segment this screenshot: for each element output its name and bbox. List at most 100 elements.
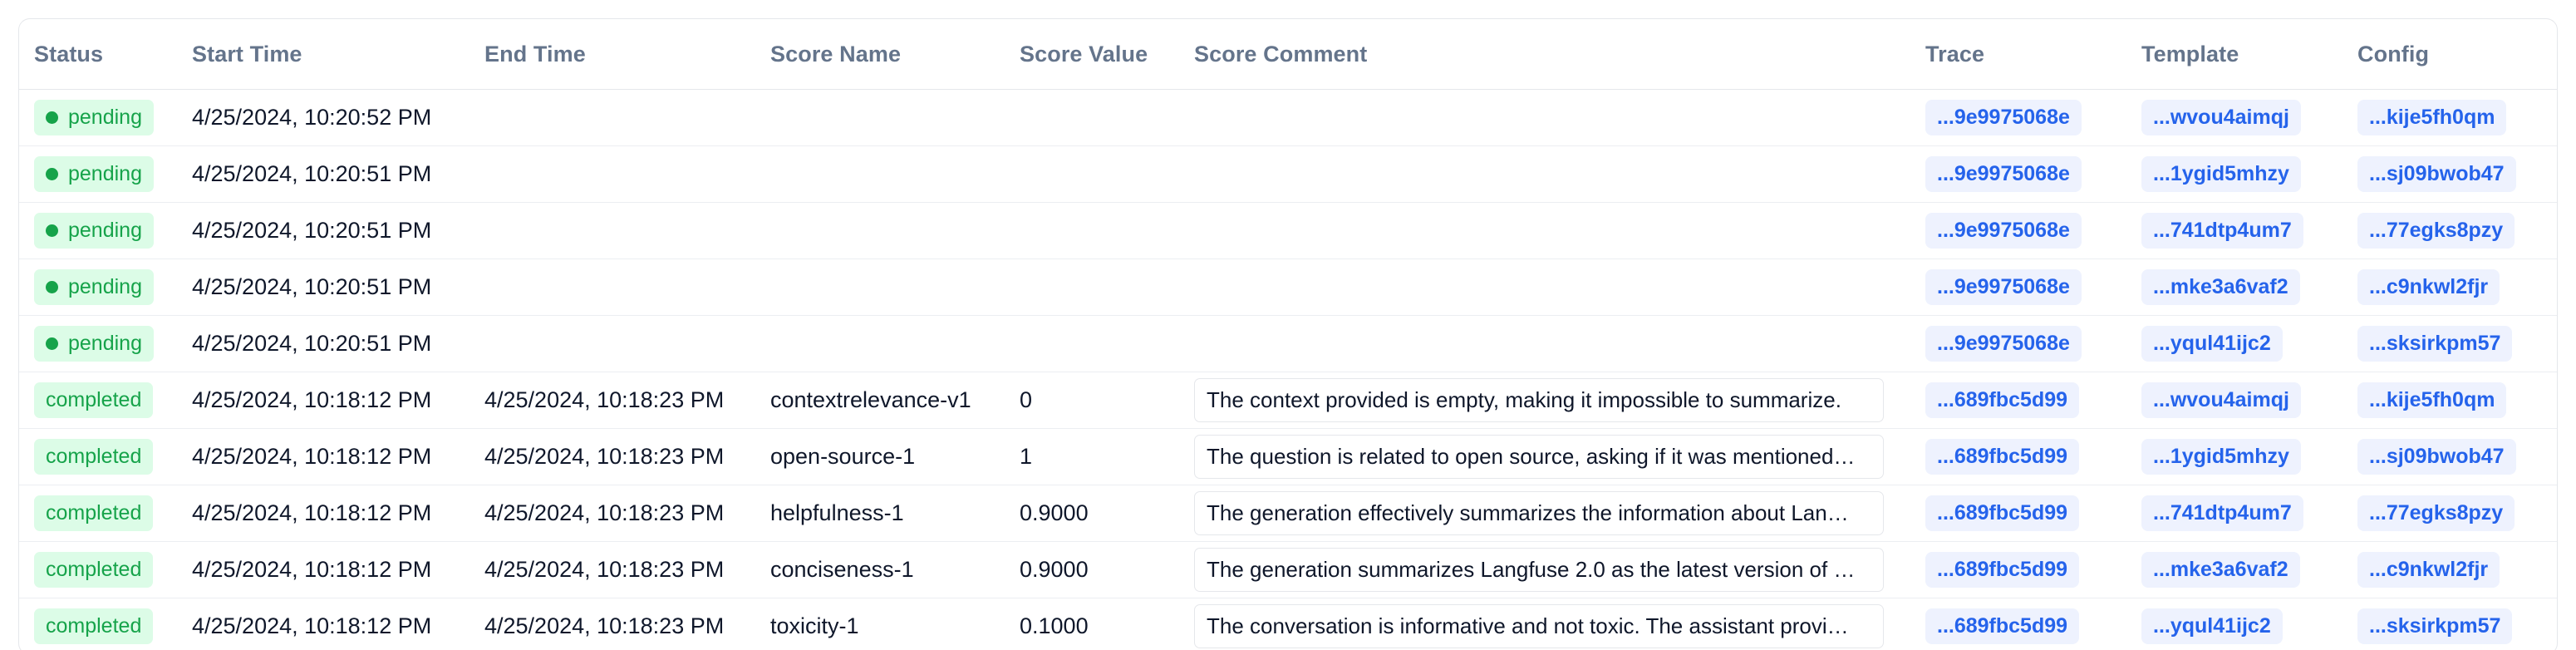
- cell-status: pending: [19, 145, 182, 203]
- cell-start-time-text: 4/25/2024, 10:20:51 PM: [192, 274, 432, 299]
- config-id-link[interactable]: ...c9nkwl2fjr: [2357, 552, 2500, 588]
- cell-config: ...sksirkpm57: [2347, 598, 2557, 650]
- trace-id-link[interactable]: ...689fbc5d99: [1925, 608, 2080, 644]
- cell-end-time: 4/25/2024, 10:18:23 PM: [474, 428, 760, 485]
- column-header-trace[interactable]: Trace: [1915, 19, 2131, 90]
- table-row[interactable]: pending 4/25/2024, 10:20:51 PM ...9e997506…: [19, 202, 2557, 259]
- trace-id-link[interactable]: ...689fbc5d99: [1925, 552, 2080, 588]
- column-header-status[interactable]: Status: [19, 19, 182, 90]
- cell-score-name-text: contextrelevance-v1: [770, 387, 971, 412]
- trace-id-link[interactable]: ...9e9975068e: [1925, 213, 2082, 249]
- table-row[interactable]: completed 4/25/2024, 10:18:12 PM 4/25/2024…: [19, 372, 2557, 429]
- score-comment-box[interactable]: The generation summarizes Langfuse 2.0 a…: [1194, 548, 1884, 592]
- column-header-score-name[interactable]: Score Name: [760, 19, 1010, 90]
- cell-template: ...1ygid5mhzy: [2131, 428, 2347, 485]
- config-id-link[interactable]: ...sksirkpm57: [2357, 608, 2513, 644]
- trace-id-link[interactable]: ...9e9975068e: [1925, 269, 2082, 305]
- column-header-config[interactable]: Config: [2347, 19, 2557, 90]
- table-row[interactable]: pending 4/25/2024, 10:20:51 PM ...9e997506…: [19, 259, 2557, 316]
- status-badge: pending: [34, 326, 154, 362]
- table-row[interactable]: pending 4/25/2024, 10:20:51 PM ...9e997506…: [19, 145, 2557, 203]
- config-id-link[interactable]: ...77egks8pzy: [2357, 213, 2515, 249]
- score-comment-box[interactable]: The generation effectively summarizes th…: [1194, 491, 1884, 535]
- status-label: pending: [68, 332, 142, 356]
- cell-template: ...741dtp4um7: [2131, 202, 2347, 259]
- trace-id-link[interactable]: ...689fbc5d99: [1925, 439, 2080, 475]
- table-row[interactable]: completed 4/25/2024, 10:18:12 PM 4/25/2024…: [19, 428, 2557, 485]
- trace-id-link[interactable]: ...9e9975068e: [1925, 100, 2082, 135]
- cell-template: ...yqul41ijc2: [2131, 315, 2347, 372]
- table-row[interactable]: completed 4/25/2024, 10:18:12 PM 4/25/2024…: [19, 598, 2557, 650]
- cell-template: ...yqul41ijc2: [2131, 598, 2347, 650]
- cell-config: ...kije5fh0qm: [2347, 372, 2557, 429]
- trace-id-link[interactable]: ...689fbc5d99: [1925, 382, 2080, 418]
- cell-score-value-text: 0.1000: [1020, 613, 1089, 638]
- cell-score-name: [760, 145, 1010, 203]
- score-comment-box[interactable]: The conversation is informative and not …: [1194, 604, 1884, 648]
- cell-score-name-text: helpfulness-1: [770, 500, 904, 525]
- column-header-start-time[interactable]: Start Time: [182, 19, 474, 90]
- cell-end-time: 4/25/2024, 10:18:23 PM: [474, 598, 760, 650]
- cell-trace: ...689fbc5d99: [1915, 372, 2131, 429]
- cell-trace: ...689fbc5d99: [1915, 598, 2131, 650]
- column-header-score-comment[interactable]: Score Comment: [1184, 19, 1915, 90]
- config-id-link[interactable]: ...sj09bwob47: [2357, 439, 2516, 475]
- cell-config: ...sj09bwob47: [2347, 145, 2557, 203]
- cell-end-time-text: 4/25/2024, 10:18:23 PM: [484, 387, 725, 412]
- cell-template: ...wvou4aimqj: [2131, 372, 2347, 429]
- cell-score-comment: The question is related to open source, …: [1184, 428, 1915, 485]
- status-badge: pending: [34, 156, 154, 192]
- cell-end-time-text: 4/25/2024, 10:18:23 PM: [484, 500, 725, 525]
- cell-score-comment: [1184, 315, 1915, 372]
- config-id-link[interactable]: ...77egks8pzy: [2357, 495, 2515, 531]
- cell-status: completed: [19, 598, 182, 650]
- cell-end-time-text: 4/25/2024, 10:18:23 PM: [484, 613, 725, 638]
- trace-id-link[interactable]: ...9e9975068e: [1925, 156, 2082, 192]
- status-dot-icon: [46, 224, 58, 237]
- cell-config: ...c9nkwl2fjr: [2347, 259, 2557, 316]
- column-header-end-time[interactable]: End Time: [474, 19, 760, 90]
- cell-score-value: [1010, 145, 1184, 203]
- template-id-link[interactable]: ...yqul41ijc2: [2141, 326, 2283, 362]
- table-row[interactable]: pending 4/25/2024, 10:20:51 PM ...9e997506…: [19, 315, 2557, 372]
- template-id-link[interactable]: ...1ygid5mhzy: [2141, 156, 2301, 192]
- scores-table: Status Start Time End Time Score Name Sc…: [19, 19, 2557, 650]
- column-header-score-value[interactable]: Score Value: [1010, 19, 1184, 90]
- template-id-link[interactable]: ...wvou4aimqj: [2141, 100, 2301, 135]
- table-row[interactable]: completed 4/25/2024, 10:18:12 PM 4/25/2024…: [19, 541, 2557, 598]
- table-header: Status Start Time End Time Score Name Sc…: [19, 19, 2557, 90]
- cell-template: ...mke3a6vaf2: [2131, 259, 2347, 316]
- cell-start-time: 4/25/2024, 10:18:12 PM: [182, 541, 474, 598]
- cell-score-name: conciseness-1: [760, 541, 1010, 598]
- config-id-link[interactable]: ...c9nkwl2fjr: [2357, 269, 2500, 305]
- table-row[interactable]: pending 4/25/2024, 10:20:52 PM ...9e997506…: [19, 89, 2557, 146]
- column-header-template[interactable]: Template: [2131, 19, 2347, 90]
- trace-id-link[interactable]: ...9e9975068e: [1925, 326, 2082, 362]
- trace-id-link[interactable]: ...689fbc5d99: [1925, 495, 2080, 531]
- cell-config: ...sj09bwob47: [2347, 428, 2557, 485]
- config-id-link[interactable]: ...sksirkpm57: [2357, 326, 2513, 362]
- cell-end-time: [474, 145, 760, 203]
- score-comment-box[interactable]: The context provided is empty, making it…: [1194, 378, 1884, 422]
- cell-score-comment: The generation effectively summarizes th…: [1184, 485, 1915, 542]
- template-id-link[interactable]: ...yqul41ijc2: [2141, 608, 2283, 644]
- cell-score-name-text: toxicity-1: [770, 613, 859, 638]
- status-label: completed: [46, 445, 142, 469]
- template-id-link[interactable]: ...741dtp4um7: [2141, 213, 2303, 249]
- cell-trace: ...9e9975068e: [1915, 89, 2131, 146]
- template-id-link[interactable]: ...1ygid5mhzy: [2141, 439, 2301, 475]
- template-id-link[interactable]: ...mke3a6vaf2: [2141, 552, 2300, 588]
- table-row[interactable]: completed 4/25/2024, 10:18:12 PM 4/25/2024…: [19, 485, 2557, 542]
- template-id-link[interactable]: ...wvou4aimqj: [2141, 382, 2301, 418]
- status-label: pending: [68, 162, 142, 186]
- cell-score-name: [760, 315, 1010, 372]
- cell-score-comment: The generation summarizes Langfuse 2.0 a…: [1184, 541, 1915, 598]
- template-id-link[interactable]: ...mke3a6vaf2: [2141, 269, 2300, 305]
- template-id-link[interactable]: ...741dtp4um7: [2141, 495, 2303, 531]
- config-id-link[interactable]: ...kije5fh0qm: [2357, 100, 2507, 135]
- cell-end-time: 4/25/2024, 10:18:23 PM: [474, 541, 760, 598]
- cell-score-comment: The conversation is informative and not …: [1184, 598, 1915, 650]
- config-id-link[interactable]: ...sj09bwob47: [2357, 156, 2516, 192]
- config-id-link[interactable]: ...kije5fh0qm: [2357, 382, 2507, 418]
- score-comment-box[interactable]: The question is related to open source, …: [1194, 435, 1884, 479]
